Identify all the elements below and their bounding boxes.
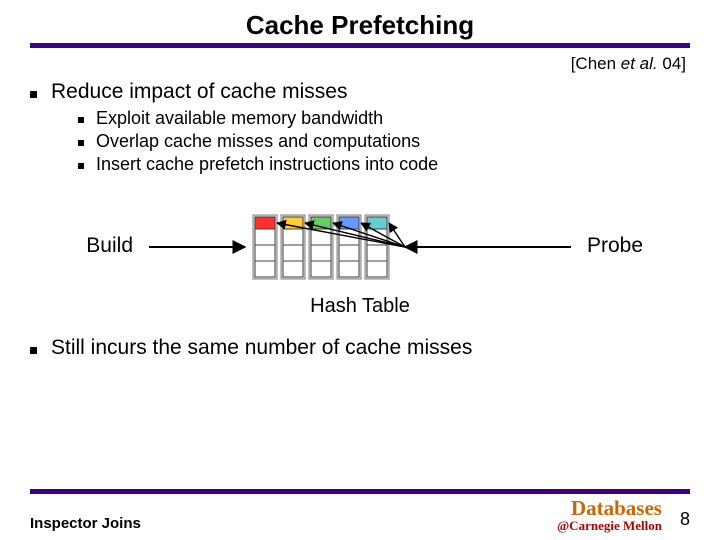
bullet-main-2-text: Still incurs the same number of cache mi… — [51, 336, 472, 360]
bullet-dot — [78, 117, 84, 123]
footer-left: Inspector Joins — [30, 515, 141, 532]
bullet-sub-1: Exploit available memory bandwidth — [78, 108, 690, 129]
bullet-main-1: Reduce impact of cache misses — [30, 80, 690, 104]
bullet-dot — [78, 163, 84, 169]
bullet-sub-3-text: Insert cache prefetch instructions into … — [96, 154, 438, 175]
footer-right: Databases @Carnegie Mellon 8 — [557, 498, 690, 532]
page-number: 8 — [680, 509, 690, 532]
citation: [Chen et al. 04] — [30, 54, 690, 74]
bullet-dot — [30, 91, 37, 98]
bullet-main-2: Still incurs the same number of cache mi… — [30, 336, 690, 360]
bullet-dot — [78, 140, 84, 146]
diagram: Build Probe Hash Table — [30, 203, 690, 318]
bullet-sub-3: Insert cache prefetch instructions into … — [78, 154, 690, 175]
footer-rule — [30, 489, 690, 494]
brand-block: Databases @Carnegie Mellon — [557, 498, 662, 532]
diagram-row: Build Probe — [30, 203, 690, 289]
citation-prefix: [Chen — [571, 54, 621, 73]
footer: Inspector Joins Databases @Carnegie Mell… — [30, 498, 690, 532]
hash-table-diagram — [145, 203, 575, 289]
citation-em: et al. — [621, 54, 658, 73]
bullet-sub-1-text: Exploit available memory bandwidth — [96, 108, 383, 129]
bullet-dot — [30, 347, 37, 354]
diagram-right-label: Probe — [587, 234, 647, 258]
diagram-left-label: Build — [73, 234, 133, 258]
bullet-sub-2-text: Overlap cache misses and computations — [96, 131, 420, 152]
citation-suffix: 04] — [658, 54, 686, 73]
title-rule — [30, 43, 690, 48]
diagram-caption: Hash Table — [30, 295, 690, 318]
brand-bottom: @Carnegie Mellon — [557, 519, 662, 532]
brand-top: Databases — [557, 498, 662, 519]
bullet-main-1-text: Reduce impact of cache misses — [51, 80, 347, 104]
bullet-sub-2: Overlap cache misses and computations — [78, 131, 690, 152]
slide-title: Cache Prefetching — [30, 10, 690, 41]
slide: Cache Prefetching [Chen et al. 04] Reduc… — [0, 0, 720, 540]
